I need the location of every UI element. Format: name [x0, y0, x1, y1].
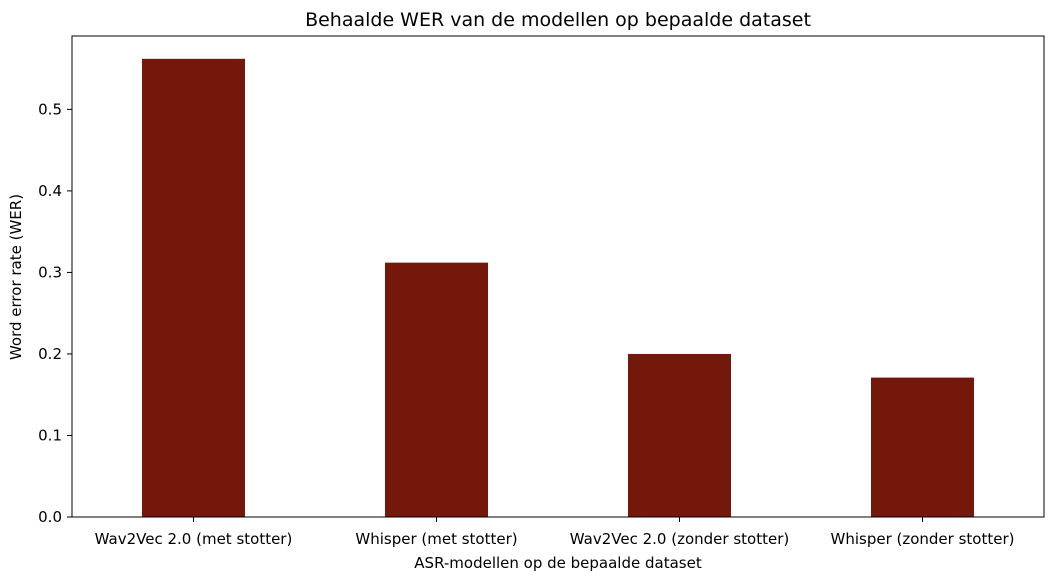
- bar-2: [628, 353, 731, 517]
- chart-title: Behaalde WER van de modellen op bepaalde…: [305, 9, 811, 31]
- x-tick-label-1: Whisper (met stotter): [355, 530, 517, 548]
- y-tick-label-0: 0.0: [38, 508, 62, 526]
- x-tick-label-3: Whisper (zonder stotter): [831, 530, 1015, 548]
- plot-frame: [71, 35, 1045, 518]
- y-axis-label: Word error rate (WER): [7, 194, 25, 360]
- bar-0: [142, 58, 245, 517]
- bar-1: [385, 262, 488, 517]
- x-axis-ticks: Wav2Vec 2.0 (met stotter) Whisper (met st…: [95, 517, 1015, 548]
- bar-3: [871, 377, 974, 517]
- bars-group: [142, 58, 974, 517]
- x-tick-label-0: Wav2Vec 2.0 (met stotter): [95, 530, 293, 548]
- y-tick-label-5: 0.5: [38, 100, 62, 118]
- y-axis-ticks: 0.0 0.1 0.2 0.3 0.4 0.5: [38, 100, 72, 526]
- x-axis-label: ASR-modellen op de bepaalde dataset: [414, 554, 702, 572]
- y-tick-label-4: 0.4: [38, 182, 62, 200]
- y-tick-label-3: 0.3: [38, 263, 62, 281]
- x-tick-label-2: Wav2Vec 2.0 (zonder stotter): [570, 530, 789, 548]
- y-tick-label-1: 0.1: [38, 426, 62, 444]
- y-tick-label-2: 0.2: [38, 345, 62, 363]
